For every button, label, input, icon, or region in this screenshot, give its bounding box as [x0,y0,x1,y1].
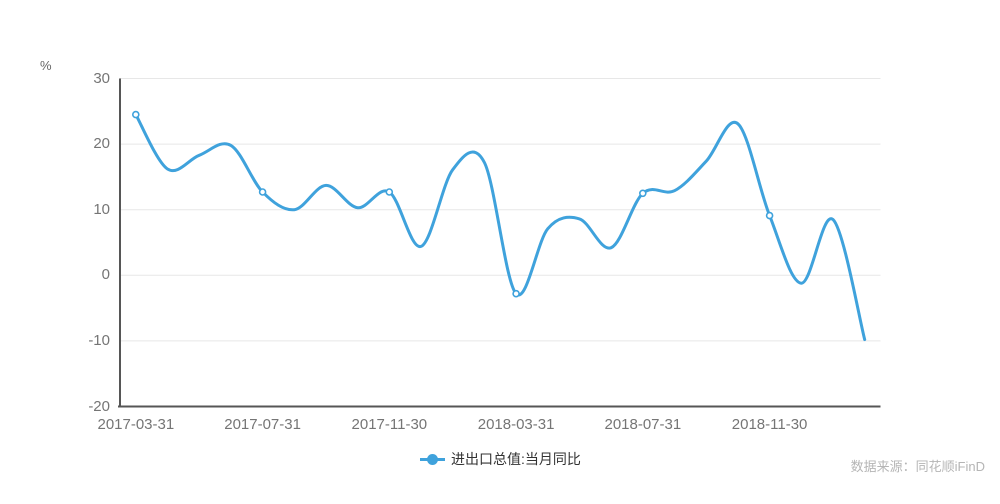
y-axis-labels: 30 20 10 0 -10 -20 [50,0,110,420]
series-line [134,113,867,342]
legend-item-series[interactable]: 进出口总值:当月同比 [419,449,581,469]
x-axis-labels: 2017-03-31 2017-07-31 2017-11-30 2018-03-31… [0,416,1000,436]
data-point-marker [258,188,267,196]
x-axis-tick-label: 2018-03-31 [477,416,555,433]
y-axis-tick-label: 0 [101,266,110,284]
x-axis-tick-label: 2018-11-30 [731,416,808,433]
x-axis-tick-label: 2017-07-31 [224,416,301,433]
data-point-marker [765,211,774,220]
legend-item-label: 进出口总值:当月同比 [451,451,581,467]
y-axis-tick-label: 10 [93,200,110,218]
data-source-note: 数据来源：同花顺iFinD [850,459,985,474]
legend: 进出口总值:当月同比 [0,449,1000,469]
y-axis-tick-label: 20 [93,135,110,153]
x-axis-tick-label: 2018-07-31 [604,416,682,433]
y-axis-tick-label: -20 [88,397,110,415]
y-axis-tick-label: -10 [88,331,110,349]
y-axis-unit-label: % [40,58,52,73]
data-point-marker [132,110,140,119]
legend-line-marker-icon [420,453,446,465]
data-point-marker [385,188,394,196]
data-point-marker [638,189,647,198]
y-axis-tick-label: 30 [93,69,110,87]
data-point-marker [512,289,520,298]
x-axis-tick-label: 2017-11-30 [351,416,428,433]
x-axis-tick-label: 2017-03-31 [97,416,175,433]
